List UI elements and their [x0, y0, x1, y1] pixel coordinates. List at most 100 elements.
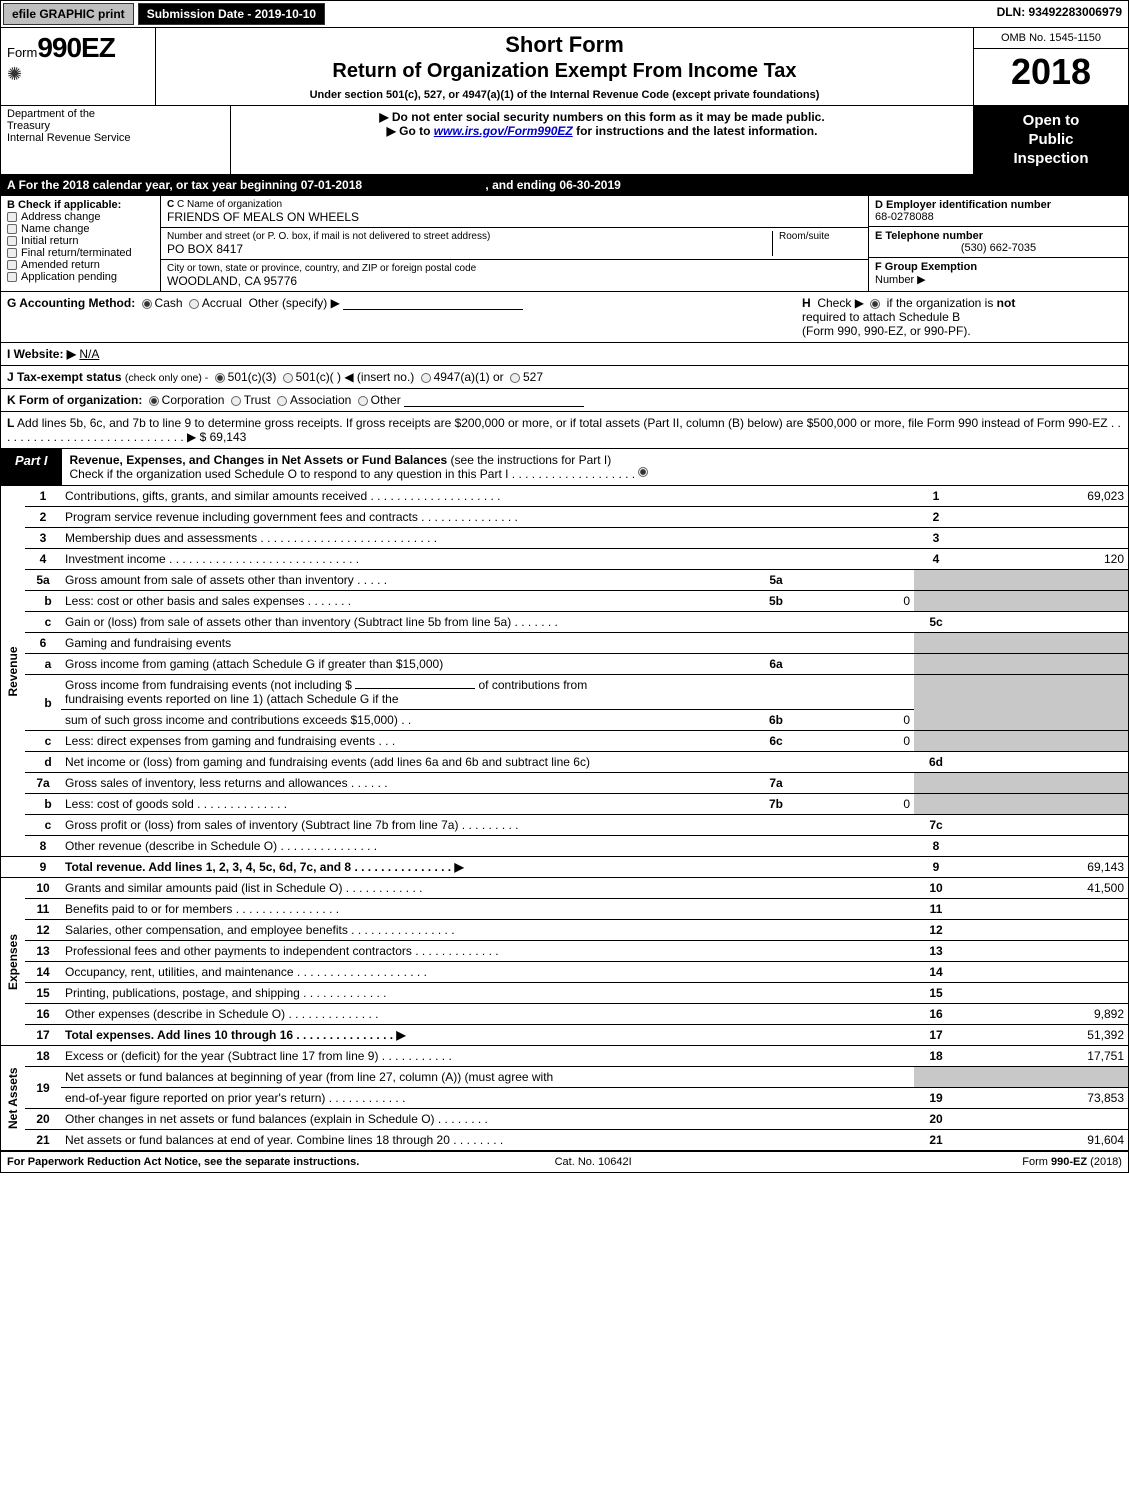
h-text1: if the organization is [887, 296, 997, 310]
radio-other-org[interactable] [358, 396, 368, 406]
public: Public [978, 131, 1124, 150]
ln8-desc: Other revenue (describe in Schedule O) .… [61, 836, 914, 857]
ln17-num: 17 [25, 1025, 61, 1046]
radio-h[interactable] [870, 299, 880, 309]
ln7b-innerval: 0 [794, 794, 914, 815]
ln6d-num: d [25, 752, 61, 773]
ln7a-valshade [958, 773, 1128, 794]
ln11-val [958, 899, 1128, 920]
j-label: J Tax-exempt status [7, 370, 122, 384]
checkbox-amended-return[interactable] [7, 260, 17, 270]
radio-501c3[interactable] [215, 373, 225, 383]
ln6c-valshade [958, 731, 1128, 752]
radio-501c[interactable] [283, 373, 293, 383]
ln6c-inner: 6c [758, 731, 794, 752]
radio-4947[interactable] [421, 373, 431, 383]
ln13-val [958, 941, 1128, 962]
ln6b-desc3: sum of such gross income and contributio… [61, 710, 758, 731]
radio-corporation[interactable] [149, 396, 159, 406]
part1-checkline: Check if the organization used Schedule … [70, 467, 636, 481]
lbl-cash: Cash [155, 296, 183, 310]
ln7a-shade [914, 773, 958, 794]
lbl-insert: ◀ (insert no.) [344, 370, 414, 384]
ln7c-box: 7c [914, 815, 958, 836]
tax-year: 2018 [974, 49, 1128, 99]
ln17-box: 17 [914, 1025, 958, 1046]
ln2-num: 2 [25, 507, 61, 528]
line-g-h: G Accounting Method: Cash Accrual Other … [1, 292, 1128, 343]
box-c: C C Name of organization FRIENDS OF MEAL… [161, 196, 868, 291]
section-bcdef: B Check if applicable: Address change Na… [1, 196, 1128, 292]
ln6-valshade [958, 633, 1128, 654]
ln10-box: 10 [914, 878, 958, 899]
ln15-num: 15 [25, 983, 61, 1004]
radio-cash[interactable] [142, 299, 152, 309]
ln21-desc: Net assets or fund balances at end of ye… [61, 1130, 914, 1151]
k-label: K Form of organization: [7, 393, 142, 407]
line-k: K Form of organization: Corporation Trus… [1, 389, 1128, 412]
lbl-name-change: Name change [21, 223, 90, 235]
ln6b-desc-row1: Gross income from fundraising events (no… [61, 675, 914, 710]
checkbox-name-change[interactable] [7, 224, 17, 234]
ln16-num: 16 [25, 1004, 61, 1025]
dept-row: Department of the Treasury Internal Reve… [1, 106, 1128, 175]
ln6a-desc: Gross income from gaming (attach Schedul… [61, 654, 758, 675]
ln4-desc: Investment income . . . . . . . . . . . … [61, 549, 914, 570]
c-name-label: C Name of organization [177, 199, 282, 210]
f-label: F Group Exemption [875, 261, 977, 273]
ln5a-desc: Gross amount from sale of assets other t… [61, 570, 758, 591]
radio-trust[interactable] [231, 396, 241, 406]
ln7a-innerval [794, 773, 914, 794]
ln6b-desc2: fundraising events reported on line 1) (… [65, 692, 399, 706]
radio-accrual[interactable] [189, 299, 199, 309]
box-def: D Employer identification number 68-0278… [868, 196, 1128, 291]
ln10-desc: Grants and similar amounts paid (list in… [61, 878, 914, 899]
ein-value: 68-0278088 [875, 211, 1122, 223]
h-label: H [802, 296, 811, 310]
ln20-desc: Other changes in net assets or fund bala… [61, 1109, 914, 1130]
other-org-line [404, 395, 584, 407]
ln11-num: 11 [25, 899, 61, 920]
ln3-box: 3 [914, 528, 958, 549]
lbl-accrual: Accrual [202, 296, 242, 310]
j-paren: (check only one) - [125, 372, 208, 384]
i-label: I Website: ▶ [7, 347, 76, 361]
lbl-527: 527 [523, 370, 543, 384]
ln6a-innerval [794, 654, 914, 675]
checkbox-schedule-o[interactable] [638, 467, 648, 477]
short-form-label: Short Form [164, 32, 965, 58]
ln9-box: 9 [914, 857, 958, 878]
c-room-label: Room/suite [779, 231, 862, 242]
ln21-num: 21 [25, 1130, 61, 1151]
ln6d-desc: Net income or (loss) from gaming and fun… [61, 752, 914, 773]
ln5a-innerval [794, 570, 914, 591]
checkbox-initial-return[interactable] [7, 236, 17, 246]
dept-cell: Department of the Treasury Internal Reve… [1, 106, 231, 174]
ln7c-desc: Gross profit or (loss) from sales of inv… [61, 815, 914, 836]
ln9-val: 69,143 [958, 857, 1128, 878]
other-specify-line [343, 298, 523, 310]
form-year-cell: OMB No. 1545-1150 2018 [973, 28, 1128, 105]
footer-right: Form 990-EZ (2018) [1022, 1156, 1122, 1168]
radio-527[interactable] [510, 373, 520, 383]
h-check-label: Check ▶ [817, 296, 864, 310]
checkbox-address-change[interactable] [7, 212, 17, 222]
line-l: L Add lines 5b, 6c, and 7b to line 9 to … [1, 412, 1128, 448]
d-label: D Employer identification number [875, 199, 1122, 211]
part1-title-cell: Revenue, Expenses, and Changes in Net As… [62, 449, 660, 485]
page-footer: For Paperwork Reduction Act Notice, see … [1, 1151, 1128, 1172]
lbl-trust: Trust [244, 393, 271, 407]
lbl-final-return: Final return/terminated [21, 247, 132, 259]
ln8-val [958, 836, 1128, 857]
checkbox-final-return[interactable] [7, 248, 17, 258]
checkbox-application-pending[interactable] [7, 272, 17, 282]
ln7a-desc: Gross sales of inventory, less returns a… [61, 773, 758, 794]
ln4-val: 120 [958, 549, 1128, 570]
submission-date-button[interactable]: Submission Date - 2019-10-10 [138, 3, 325, 25]
ln6a-valshade [958, 654, 1128, 675]
irs-link[interactable]: www.irs.gov/Form990EZ [434, 124, 573, 138]
efile-print-button[interactable]: efile GRAPHIC print [3, 3, 134, 25]
radio-association[interactable] [277, 396, 287, 406]
ln6a-shade [914, 654, 958, 675]
ln6-desc: Gaming and fundraising events [61, 633, 914, 654]
